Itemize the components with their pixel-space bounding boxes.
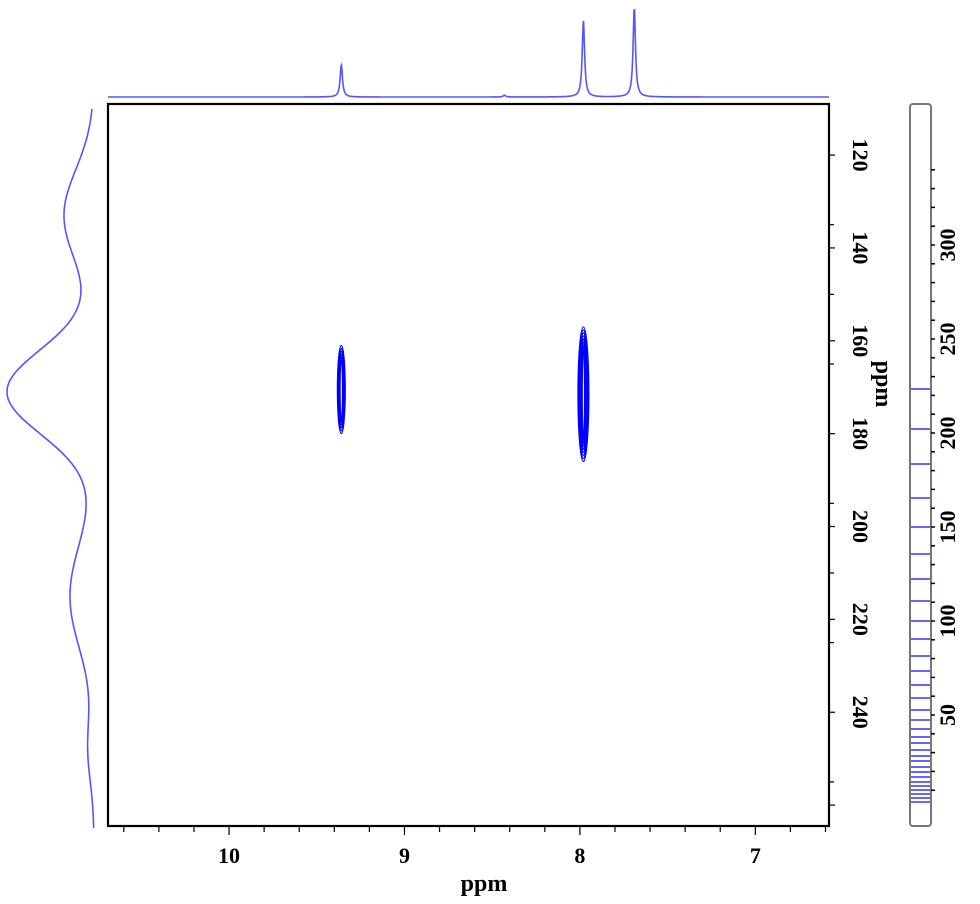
contour-level <box>337 347 346 432</box>
y-axis-title: ppm <box>870 361 896 408</box>
y-axis: 120 140 160 180 200 220 240 <box>829 139 873 806</box>
left-projection <box>6 108 95 829</box>
y-tick-label: 120 <box>848 139 873 172</box>
x-tick-label: 8 <box>574 843 585 868</box>
y-tick-label: 160 <box>848 324 873 357</box>
plot-frame <box>106 102 831 828</box>
colorbar-tick-label: 100 <box>935 605 960 638</box>
top-projection-trace <box>108 8 829 98</box>
left-projection-trace <box>6 108 95 829</box>
y-tick-label: 180 <box>848 417 873 450</box>
cross-peaks <box>336 326 590 463</box>
colorbar-tick-label: 300 <box>935 229 960 262</box>
contour-level <box>337 350 345 429</box>
y-tick-label: 240 <box>848 696 873 729</box>
colorbar-ticks: 300 250 200 150 100 50 <box>931 169 960 791</box>
x-tick-label: 9 <box>399 843 410 868</box>
y-tick-label: 200 <box>848 510 873 543</box>
colorbar-tick-label: 200 <box>935 417 960 450</box>
colorbar-tick-label: 150 <box>935 511 960 544</box>
x-tick-label: 7 <box>750 843 761 868</box>
top-projection <box>108 8 829 98</box>
colorbar-frame <box>909 103 932 827</box>
x-tick-label: 10 <box>218 843 240 868</box>
contour-level <box>339 359 344 421</box>
x-axis-title: ppm <box>461 871 508 897</box>
contour-level <box>338 353 345 426</box>
colorbar-tick-label: 50 <box>935 704 960 726</box>
colorbar-tick-label: 250 <box>935 323 960 356</box>
x-axis: 10 9 8 7 <box>123 826 827 868</box>
contour-level <box>336 344 346 435</box>
colorbar: 300 250 200 150 100 50 <box>909 103 960 827</box>
contour-level <box>581 350 586 438</box>
y-tick-label: 220 <box>848 603 873 636</box>
contour-level <box>339 356 344 423</box>
colorbar-levels <box>911 388 930 803</box>
y-tick-label: 140 <box>848 231 873 264</box>
